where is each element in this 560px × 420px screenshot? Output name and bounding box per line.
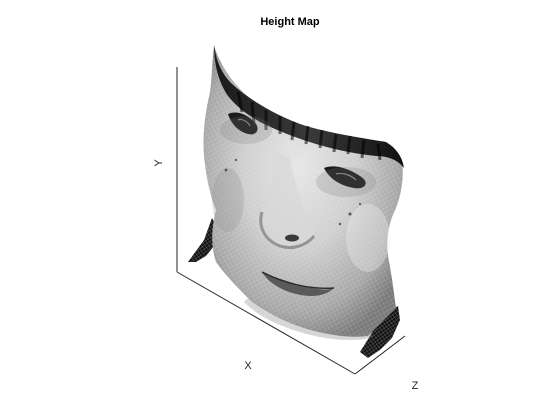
skin-spot	[359, 203, 361, 205]
right-eye-socket	[316, 167, 376, 197]
skin-spot	[339, 223, 341, 225]
nostril	[285, 235, 299, 242]
z-axis-label: Z	[412, 380, 419, 392]
left-eye-socket	[220, 116, 272, 144]
left-cheek	[212, 168, 244, 232]
y-axis-label: Y	[153, 159, 165, 167]
x-axis-label: X	[244, 360, 252, 372]
skin-spot	[349, 213, 352, 216]
surface-plot	[188, 44, 404, 358]
chart-title: Height Map	[260, 16, 320, 28]
skin-spot	[235, 159, 237, 161]
skin-spot	[225, 169, 228, 172]
right-cheek	[346, 204, 390, 272]
